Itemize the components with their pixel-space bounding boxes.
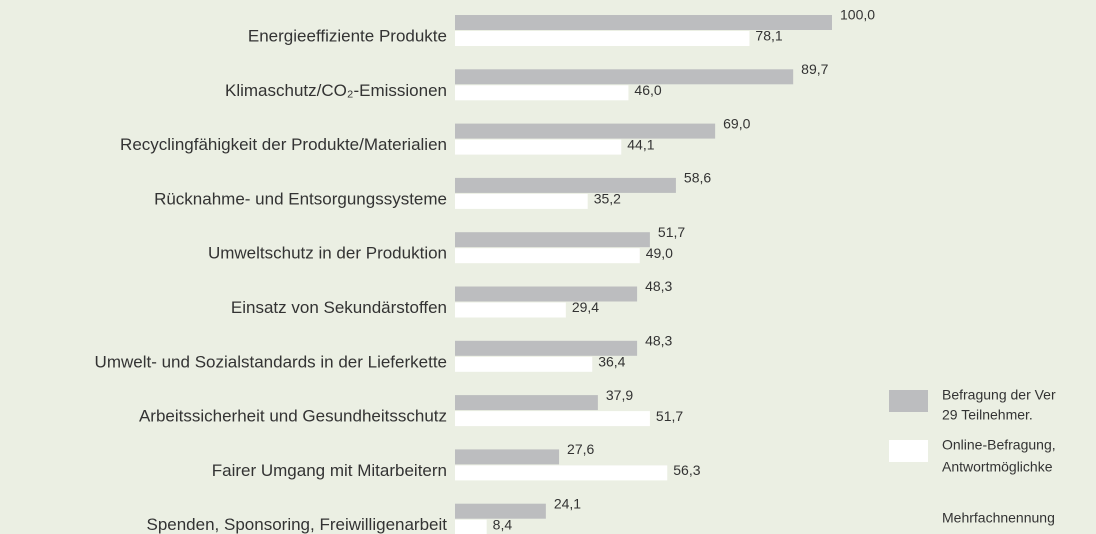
bar [455, 449, 560, 465]
bar [455, 286, 638, 302]
bar [455, 69, 794, 85]
category-label: Recyclingfähigkeit der Produkte/Material… [120, 135, 447, 154]
legend-note: 29 Teilnehmer. [942, 407, 1033, 423]
legend-swatch [889, 440, 928, 462]
value-label: 56,3 [673, 462, 700, 478]
value-label: 51,7 [658, 224, 685, 240]
category-label: Arbeitssicherheit und Gesundheitsschutz [139, 407, 447, 426]
bar [455, 356, 593, 372]
bar [455, 123, 716, 139]
bar [455, 193, 588, 209]
value-label: 89,7 [801, 61, 828, 77]
bar [455, 232, 650, 248]
legend-note: Antwortmöglichke [942, 459, 1053, 475]
bar [455, 248, 640, 264]
value-label: 58,6 [684, 170, 711, 186]
value-label: 48,3 [645, 333, 672, 349]
bar [455, 15, 832, 30]
value-label: 69,0 [723, 115, 750, 131]
bar [455, 519, 487, 534]
bar [455, 139, 622, 155]
category-label: Umwelt- und Sozialstandards in der Liefe… [95, 352, 447, 371]
category-label: Energieeffiziente Produkte [248, 26, 447, 45]
footnote: Mehrfachnennung [942, 510, 1055, 526]
category-label: Fairer Umgang mit Mitarbeitern [212, 461, 447, 480]
legend-swatch [889, 390, 928, 412]
bar [455, 85, 629, 101]
value-label: 29,4 [572, 299, 599, 315]
bar [455, 302, 566, 318]
value-label: 36,4 [598, 354, 625, 370]
bar [455, 411, 650, 427]
bar [455, 31, 750, 46]
bar [455, 395, 598, 411]
value-label: 48,3 [645, 278, 672, 294]
bar [455, 340, 638, 356]
value-label: 35,2 [594, 191, 621, 207]
value-label: 51,7 [656, 408, 683, 424]
category-label: Spenden, Sponsoring, Freiwilligenarbeit [146, 515, 447, 534]
bar [455, 177, 676, 193]
bar [455, 503, 546, 519]
legend-label: Online-Befragung, [942, 437, 1056, 453]
value-label: 44,1 [627, 136, 654, 152]
value-label: 27,6 [567, 441, 594, 457]
value-label: 46,0 [634, 82, 661, 98]
value-label: 100,0 [840, 7, 875, 23]
legend-label: Befragung der Ver [942, 387, 1056, 403]
value-label: 8,4 [493, 516, 513, 532]
value-label: 49,0 [646, 245, 673, 261]
value-label: 24,1 [554, 495, 581, 511]
category-label: Einsatz von Sekundärstoffen [231, 298, 447, 317]
value-label: 37,9 [606, 387, 633, 403]
category-label: Rücknahme- und Entsorgungssysteme [154, 189, 447, 208]
category-label: Umweltschutz in der Produktion [208, 244, 447, 263]
bar [455, 465, 668, 481]
value-label: 78,1 [755, 28, 782, 44]
category-label: Klimaschutz/CO₂-Emissionen [225, 81, 447, 100]
